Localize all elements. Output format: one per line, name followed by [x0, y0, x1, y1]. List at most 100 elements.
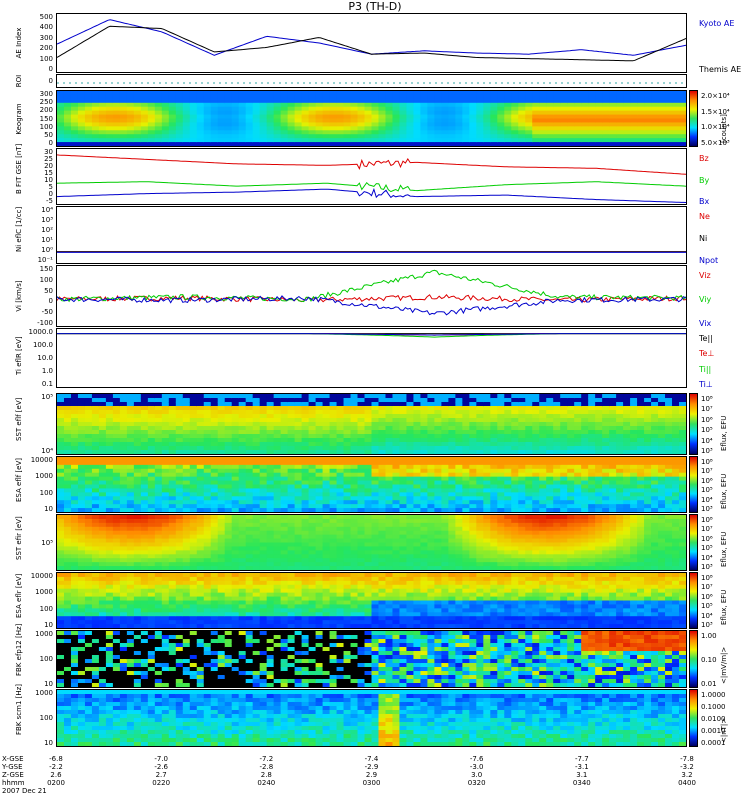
heatmap-cell [427, 138, 435, 143]
heatmap-cell [175, 442, 184, 447]
heatmap-cell [462, 450, 470, 454]
heatmap-cell [315, 504, 324, 509]
heatmap-cell [189, 442, 198, 447]
heatmap-cell [112, 515, 121, 520]
heatmap-cell [308, 126, 317, 131]
heatmap-cell [567, 558, 575, 563]
heatmap-cell [343, 476, 352, 482]
heatmap-cell [84, 522, 93, 528]
heatmap-cell [336, 496, 345, 501]
heatmap-cell [273, 134, 282, 139]
heatmap-cell [336, 457, 345, 462]
heatmap-cell [287, 102, 296, 108]
heatmap-cell [301, 546, 310, 551]
heatmap-cell [371, 110, 380, 116]
heatmap-cell [420, 134, 429, 139]
heatmap-cell [350, 550, 359, 555]
heatmap-cell [609, 142, 617, 146]
heatmap-cell [434, 538, 442, 544]
heatmap-cell [434, 566, 442, 570]
heatmap-cell [154, 418, 163, 423]
heatmap-cell [231, 538, 240, 544]
heatmap-cell [273, 534, 282, 540]
heatmap-cell [441, 438, 449, 443]
heatmap-cell [616, 480, 624, 486]
heatmap-cell [658, 418, 666, 423]
heatmap-cell [245, 500, 254, 505]
heatmap-cell [371, 450, 380, 454]
heatmap-cell [504, 450, 512, 454]
heatmap-cell [126, 450, 135, 454]
heatmap-cell [280, 554, 289, 559]
heatmap-cell [525, 508, 533, 512]
heatmap-cell [616, 422, 624, 427]
heatmap-cell [574, 480, 582, 486]
heatmap-cell [364, 98, 373, 104]
heatmap-cell [469, 562, 477, 567]
heatmap-cell [189, 500, 198, 505]
heatmap-cell [77, 460, 86, 466]
heatmap-cell [196, 91, 205, 96]
heatmap-cell [189, 130, 198, 135]
heatmap-cell [574, 562, 582, 567]
heatmap-cell [392, 476, 401, 482]
heatmap-cell [595, 414, 603, 419]
heatmap-cell [315, 480, 324, 486]
heatmap-cell [665, 126, 673, 131]
heatmap-cell [161, 538, 170, 544]
heatmap-cell [483, 118, 491, 124]
heatmap-cell [196, 418, 205, 423]
heatmap-cell [644, 138, 652, 143]
heatmap-cell [371, 434, 380, 439]
heatmap-cell [518, 522, 526, 528]
heatmap-cell [532, 98, 540, 104]
heatmap-cell [322, 457, 331, 462]
heatmap-cell [175, 518, 184, 524]
heatmap-cell [119, 472, 128, 478]
heatmap-cell [112, 550, 121, 555]
heatmap-cell [427, 500, 435, 505]
heatmap-cell [490, 110, 498, 116]
heatmap-cell [406, 476, 415, 482]
heatmap-cell [392, 500, 401, 505]
heatmap-cell [343, 515, 352, 520]
heatmap-cell [441, 110, 449, 116]
heatmap-cell [539, 118, 547, 124]
heatmap-cell [203, 438, 212, 443]
heatmap-cell [91, 398, 100, 403]
heatmap-cell [140, 130, 149, 135]
heatmap-cell [609, 488, 617, 493]
heatmap-cell [91, 534, 100, 540]
heatmap-cell [77, 500, 86, 505]
heatmap-cell [595, 398, 603, 403]
heatmap-cell [280, 550, 289, 555]
heatmap-cell [518, 426, 526, 431]
heatmap-cell [140, 468, 149, 474]
heatmap-cell [315, 130, 324, 135]
heatmap-cell [392, 504, 401, 509]
heatmap-cell [140, 446, 149, 451]
heatmap-cell [196, 504, 205, 509]
heatmap-cell [238, 91, 247, 96]
heatmap-cell [322, 518, 331, 524]
heatmap-cell [84, 562, 93, 567]
heatmap-cell [378, 500, 387, 505]
heatmap-cell [357, 394, 366, 399]
heatmap-cell [469, 422, 477, 427]
heatmap-cell [168, 460, 177, 466]
series-line-viy [57, 269, 686, 303]
heatmap-cell [378, 110, 387, 116]
heatmap-cell [462, 464, 470, 470]
heatmap-cell [672, 110, 680, 116]
heatmap-cell [119, 550, 128, 555]
heatmap-cell [350, 476, 359, 482]
heatmap-cell [168, 398, 177, 403]
heatmap-cell [609, 457, 617, 462]
heatmap-cell [532, 457, 540, 462]
heatmap-cell [301, 488, 310, 493]
heatmap-cell [630, 476, 638, 482]
heatmap-cell [518, 488, 526, 493]
heatmap-cell [539, 566, 547, 570]
heatmap-cell [77, 406, 86, 411]
heatmap-cell [322, 130, 331, 135]
